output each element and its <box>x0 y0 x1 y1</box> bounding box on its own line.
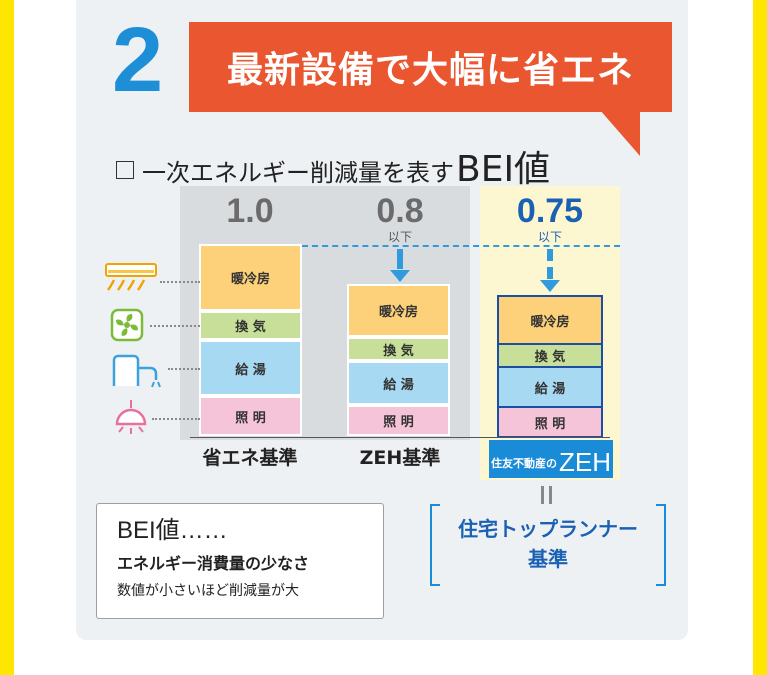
segment-lighting: 照 明 <box>497 406 603 438</box>
segment-ventilation: 換 気 <box>199 311 302 340</box>
bei-explanation-box: BEI値…… エネルギー消費量の少なさ 数値が小さいほど削減量が大 <box>96 503 384 619</box>
chart-baseline <box>190 437 610 438</box>
segment-hot-water: 給 湯 <box>347 361 450 405</box>
connector-dotted-line <box>160 281 200 283</box>
zeh-badge-prefix: 住友不動産の <box>491 457 557 470</box>
arrow-stem-sumitomo <box>547 249 553 279</box>
title-banner: 最新設備で大幅に省エネ <box>189 22 672 112</box>
segment-heating-cooling: 暖冷房 <box>497 295 603 345</box>
reference-dashed-line <box>302 245 620 247</box>
ceiling-light-icon <box>115 400 147 434</box>
arrow-stem-zeh <box>397 249 403 269</box>
top-runner-line2: 基準 <box>528 547 568 571</box>
top-runner-text: 住宅トップランナー 基準 <box>430 514 666 574</box>
segment-lighting: 照 明 <box>199 396 302 436</box>
top-runner-standard: 住宅トップランナー 基準 <box>430 504 666 586</box>
label-energy-saving-standard: 省エネ基準 <box>202 447 298 469</box>
heading-main-text: 一次エネルギー削減量を表す <box>142 159 454 187</box>
column-sub-sumitomo-zeh: 以下 <box>537 230 562 244</box>
left-yellow-border <box>0 0 14 675</box>
step-number: 2 <box>112 9 164 111</box>
down-arrow-icon <box>390 270 410 282</box>
banner-tail <box>600 110 640 156</box>
info-line-2: 数値が小さいほど削減量が大 <box>117 583 299 599</box>
sumitomo-zeh-badge: 住友不動産の ZEH <box>489 440 613 478</box>
segment-ventilation: 換 気 <box>497 343 603 368</box>
segment-ventilation: 換 気 <box>347 337 450 361</box>
down-arrow-icon <box>540 280 560 292</box>
connector-dotted-line <box>150 325 200 327</box>
banner-title: 最新設備で大幅に省エネ <box>226 49 634 91</box>
segment-heating-cooling: 暖冷房 <box>199 244 302 311</box>
checkbox-square-icon <box>116 161 134 179</box>
segment-heating-cooling: 暖冷房 <box>347 284 450 337</box>
column-sub-zeh-standard: 以下 <box>387 230 412 244</box>
equals-sign <box>539 486 555 504</box>
segment-lighting: 照 明 <box>347 405 450 436</box>
column-value-standard: 1.0 <box>226 192 274 230</box>
column-value-zeh-standard: 0.8 <box>376 192 424 230</box>
info-line-1: エネルギー消費量の少なさ <box>117 554 310 573</box>
top-runner-line1: 住宅トップランナー <box>458 517 638 541</box>
info-title: BEI値…… <box>117 517 228 544</box>
air-conditioner-icon <box>105 263 157 291</box>
connector-dotted-line <box>168 368 200 370</box>
label-zeh-standard: ZEH基準 <box>359 447 441 469</box>
right-yellow-border <box>753 0 767 675</box>
bracket-left <box>430 504 440 586</box>
column-value-sumitomo-zeh: 0.75 <box>516 192 584 230</box>
segment-hot-water: 給 湯 <box>199 340 302 396</box>
segment-hot-water: 給 湯 <box>497 366 603 408</box>
zeh-badge-main: ZEH <box>559 447 611 477</box>
water-heater-icon <box>112 354 161 388</box>
section-heading: 一次エネルギー削減量を表す BEI値 <box>116 140 550 190</box>
heading-big-text: BEI値 <box>456 149 551 190</box>
connector-dotted-line <box>152 418 200 420</box>
bracket-right <box>656 504 666 586</box>
ventilation-fan-icon <box>110 308 144 342</box>
